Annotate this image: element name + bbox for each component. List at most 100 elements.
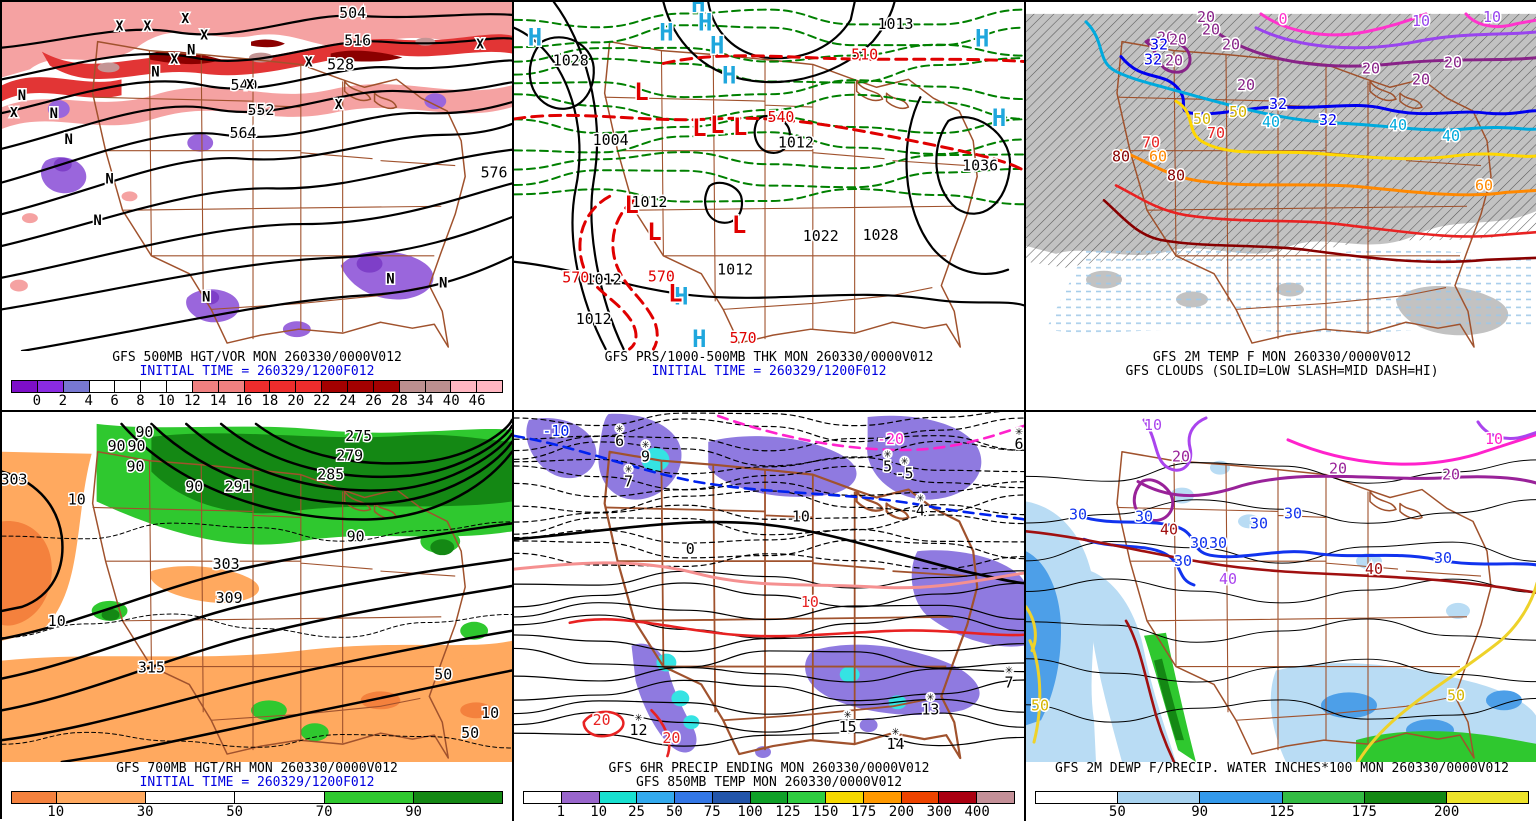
- svg-text:50: 50: [1031, 696, 1049, 714]
- svg-text:516: 516: [344, 32, 371, 50]
- svg-text:1012: 1012: [717, 261, 753, 279]
- svg-text:✳: ✳: [884, 447, 892, 462]
- svg-text:564: 564: [230, 124, 257, 142]
- svg-text:9: 9: [641, 448, 650, 466]
- svg-text:X: X: [144, 20, 152, 35]
- svg-text:20: 20: [1442, 466, 1460, 484]
- svg-text:504: 504: [339, 4, 366, 22]
- svg-text:N: N: [386, 272, 394, 288]
- panel-caption: GFS 700MB HGT/RH MON 260330/0000V012: [116, 761, 398, 776]
- svg-text:20: 20: [1202, 21, 1220, 39]
- svg-text:6: 6: [1015, 435, 1024, 453]
- svg-text:90: 90: [185, 478, 203, 496]
- svg-text:H: H: [659, 19, 673, 47]
- panel-700mb-hgt-rh: 275 279 285 291 303 303 309 315 90 90 90 90 90 90 10 10…: [2, 412, 514, 821]
- svg-text:15: 15: [839, 718, 857, 736]
- svg-text:570: 570: [730, 329, 757, 347]
- svg-text:✳: ✳: [844, 707, 852, 722]
- svg-text:40: 40: [1262, 113, 1280, 131]
- map-prs-thk: 1028 1013 1012 1012 1012 1012 1022 1028 1036 1004…: [514, 2, 1024, 351]
- svg-text:4: 4: [916, 501, 925, 519]
- panel-caption: GFS 2M TEMP F MON 260330/0000V012: [1152, 350, 1412, 365]
- svg-text:N: N: [439, 276, 447, 292]
- map-2m-dewp-pwat: 30 30 30 30 30 30 30 30 40 40 20 20 20 10 10 40 50 50: [1026, 412, 1536, 762]
- svg-text:540: 540: [767, 108, 794, 126]
- svg-text:32: 32: [1144, 51, 1162, 69]
- precip-colorbar: 1 10 25 50 75 100 125 150 175 200 300 400: [514, 790, 1024, 821]
- svg-text:N: N: [93, 213, 101, 229]
- svg-text:576: 576: [481, 164, 508, 182]
- svg-text:14: 14: [887, 735, 905, 753]
- svg-text:10: 10: [68, 490, 86, 508]
- svg-text:80: 80: [1167, 167, 1185, 185]
- svg-text:X: X: [335, 98, 343, 113]
- svg-text:552: 552: [248, 101, 275, 119]
- svg-text:40: 40: [1365, 560, 1383, 578]
- panel-initial-time: INITIAL TIME = 260329/1200F012: [651, 364, 887, 379]
- panel-caption: GFS PRS/1000-500MB THK MON 260330/0000V0…: [604, 350, 934, 365]
- colorbar-empty: [514, 379, 1024, 410]
- svg-text:10: 10: [1144, 416, 1162, 434]
- svg-text:10: 10: [48, 612, 66, 630]
- svg-text:50: 50: [1447, 686, 1465, 704]
- panel-caption: GFS 500MB HGT/VOR MON 260330/0000V012: [112, 350, 402, 365]
- svg-text:H: H: [992, 104, 1006, 132]
- svg-text:10: 10: [1412, 12, 1430, 30]
- svg-text:32: 32: [1150, 36, 1168, 54]
- svg-text:-20: -20: [877, 430, 904, 448]
- svg-text:H: H: [691, 2, 705, 18]
- svg-text:20: 20: [1237, 76, 1255, 94]
- panel-6hr-precip-850mb-temp: -10 -20 0 10 10 20 20 ✳ 6 ✳ 9 ✳ 7 ✳ 5 ✳ -5 ✳ 4 ✳ 6 ✳ 12 ✳ 15 ✳ 14 ✳…: [514, 412, 1026, 821]
- svg-text:12: 12: [630, 721, 648, 739]
- svg-text:30: 30: [1069, 505, 1087, 523]
- svg-text:L: L: [634, 78, 648, 106]
- svg-text:40: 40: [1442, 127, 1460, 145]
- svg-text:10: 10: [792, 507, 810, 525]
- svg-text:H: H: [674, 282, 688, 310]
- svg-text:291: 291: [225, 478, 252, 496]
- svg-text:70: 70: [1142, 134, 1160, 152]
- svg-text:303: 303: [2, 471, 27, 489]
- svg-text:N: N: [50, 106, 58, 122]
- svg-text:90: 90: [126, 458, 144, 476]
- svg-text:7: 7: [624, 473, 633, 491]
- svg-text:✳: ✳: [1005, 663, 1013, 678]
- colorbar-empty: [1026, 379, 1536, 410]
- svg-text:1012: 1012: [586, 271, 622, 289]
- svg-text:N: N: [151, 64, 159, 80]
- svg-text:20: 20: [1169, 31, 1187, 49]
- svg-text:20: 20: [1222, 36, 1240, 54]
- svg-text:7: 7: [1005, 673, 1014, 691]
- svg-text:✳: ✳: [917, 490, 925, 505]
- svg-text:30: 30: [1135, 507, 1153, 525]
- svg-text:540: 540: [231, 76, 258, 94]
- svg-text:20: 20: [662, 729, 680, 747]
- svg-text:X: X: [181, 12, 189, 27]
- svg-text:309: 309: [216, 589, 243, 607]
- svg-text:1036: 1036: [962, 157, 998, 175]
- map-6hr-precip-850mb-temp: -10 -20 0 10 10 20 20 ✳ 6 ✳ 9 ✳ 7 ✳ 5 ✳ -5 ✳ 4 ✳ 6 ✳ 12 ✳ 15 ✳ 14 ✳…: [514, 412, 1024, 762]
- svg-text:50: 50: [1193, 110, 1211, 128]
- svg-text:20: 20: [593, 711, 611, 729]
- svg-text:✳: ✳: [625, 462, 633, 477]
- svg-text:90: 90: [347, 527, 365, 545]
- svg-text:32: 32: [1269, 95, 1287, 113]
- svg-text:✳: ✳: [926, 689, 934, 704]
- svg-text:50: 50: [1229, 103, 1247, 121]
- panel-500mb-hgt-vor: 504 516 528 540 552 564 576 N N N N N N N N N N X X X X X X X X X…: [2, 2, 514, 412]
- svg-text:1028: 1028: [553, 51, 589, 69]
- svg-text:30: 30: [1190, 534, 1208, 552]
- svg-text:570: 570: [562, 269, 589, 287]
- svg-text:1012: 1012: [576, 310, 612, 328]
- svg-text:20: 20: [1197, 8, 1215, 26]
- svg-text:N: N: [187, 43, 195, 59]
- svg-text:0: 0: [686, 540, 695, 558]
- svg-text:L: L: [668, 279, 682, 307]
- svg-text:60: 60: [1149, 148, 1167, 166]
- svg-text:10: 10: [1485, 430, 1503, 448]
- svg-text:285: 285: [317, 466, 344, 484]
- svg-text:1012: 1012: [631, 193, 667, 211]
- svg-text:H: H: [528, 24, 542, 52]
- svg-text:N: N: [18, 88, 26, 104]
